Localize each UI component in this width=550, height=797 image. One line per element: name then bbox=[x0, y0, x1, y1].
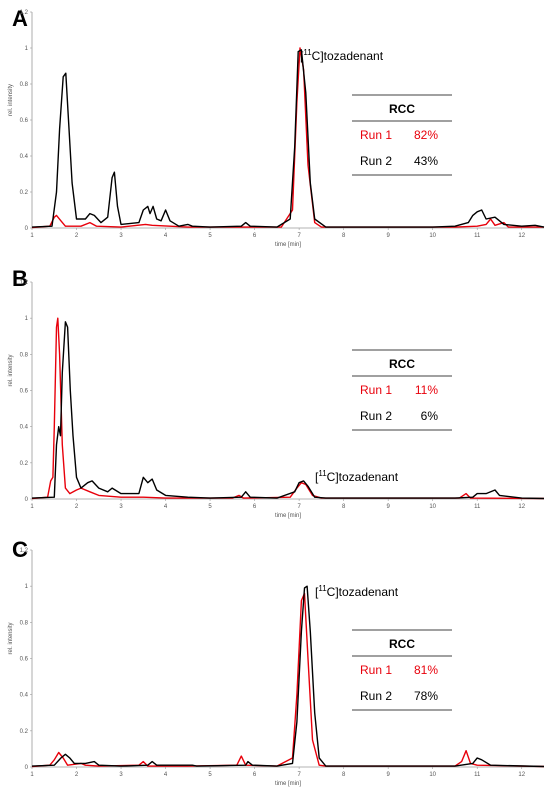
x-tick-label: 3 bbox=[119, 504, 123, 510]
x-tick-label: 3 bbox=[119, 772, 123, 778]
y-tick-label: 1 bbox=[25, 316, 29, 322]
x-tick-label: 2 bbox=[75, 504, 79, 510]
y-axis-label: rel. intensity bbox=[8, 354, 14, 386]
table-header: RCC bbox=[389, 357, 415, 371]
panel-letter-b: B bbox=[12, 266, 28, 291]
x-tick-label: 4 bbox=[164, 504, 168, 510]
table-row-value: 82% bbox=[414, 128, 438, 142]
series-line-run-1 bbox=[31, 592, 545, 768]
table-header: RCC bbox=[389, 637, 415, 651]
x-tick-label: 1 bbox=[30, 772, 34, 778]
panel-letter-c: C bbox=[12, 537, 28, 562]
table-row-value: 11% bbox=[415, 383, 438, 397]
y-tick-label: 0.2 bbox=[20, 729, 29, 735]
y-tick-label: 0.6 bbox=[20, 657, 29, 663]
table-row-label: Run 1 bbox=[360, 128, 392, 142]
series-line-run-2 bbox=[31, 585, 545, 768]
x-axis-label: time [min] bbox=[275, 513, 301, 519]
x-tick-label: 8 bbox=[342, 504, 346, 510]
y-tick-label: 0 bbox=[25, 226, 29, 232]
y-tick-label: 1.2 bbox=[20, 10, 29, 16]
table-row-value: 81% bbox=[414, 663, 438, 677]
x-tick-label: 11 bbox=[474, 233, 481, 239]
y-tick-label: 0 bbox=[25, 765, 29, 771]
y-tick-label: 0.4 bbox=[20, 425, 29, 431]
y-tick-label: 1 bbox=[25, 46, 29, 52]
y-tick-label: 0.4 bbox=[20, 154, 29, 160]
x-tick-label: 5 bbox=[208, 504, 212, 510]
x-axis-label: time [min] bbox=[275, 242, 301, 248]
x-tick-label: 9 bbox=[387, 233, 391, 239]
x-tick-label: 8 bbox=[342, 233, 346, 239]
x-tick-label: 10 bbox=[429, 233, 436, 239]
series-line-run-1 bbox=[31, 47, 544, 229]
x-tick-label: 9 bbox=[387, 772, 391, 778]
table-row-label: Run 2 bbox=[360, 154, 392, 168]
peak-annotation: [11C]tozadenant bbox=[300, 48, 384, 63]
x-tick-label: 11 bbox=[474, 504, 481, 510]
x-tick-label: 5 bbox=[208, 233, 212, 239]
y-tick-label: 0.6 bbox=[20, 118, 29, 124]
y-tick-label: 1 bbox=[25, 584, 29, 590]
rcc-table: RCC Run 1 11% Run 2 6% bbox=[352, 349, 452, 431]
x-tick-label: 3 bbox=[119, 233, 123, 239]
y-tick-label: 0.8 bbox=[20, 620, 29, 626]
x-tick-label: 10 bbox=[429, 772, 436, 778]
x-tick-label: 12 bbox=[518, 772, 525, 778]
x-tick-label: 9 bbox=[387, 504, 391, 510]
y-tick-label: 1.2 bbox=[20, 280, 29, 286]
y-tick-label: 1.2 bbox=[20, 548, 29, 554]
x-tick-label: 6 bbox=[253, 504, 257, 510]
y-tick-label: 0.6 bbox=[20, 389, 29, 395]
y-axis-label: rel. intensity bbox=[8, 622, 14, 654]
x-tick-label: 7 bbox=[297, 233, 301, 239]
rcc-table: RCC Run 1 82% Run 2 43% bbox=[352, 94, 452, 176]
table-row-value: 78% bbox=[414, 689, 438, 703]
panel-letter-a: A bbox=[12, 6, 28, 31]
x-tick-label: 11 bbox=[474, 772, 481, 778]
x-tick-label: 6 bbox=[253, 772, 257, 778]
x-tick-label: 1 bbox=[30, 504, 34, 510]
x-axis-label: time [min] bbox=[275, 781, 301, 787]
series-line-run-2 bbox=[31, 321, 545, 500]
x-tick-label: 12 bbox=[518, 233, 525, 239]
rcc-table: RCC Run 1 81% Run 2 78% bbox=[352, 629, 452, 711]
x-tick-label: 7 bbox=[297, 772, 301, 778]
x-tick-label: 4 bbox=[164, 772, 168, 778]
table-row-label: Run 1 bbox=[360, 663, 392, 677]
x-tick-label: 4 bbox=[164, 233, 168, 239]
table-row-label: Run 1 bbox=[360, 383, 392, 397]
table-row-value: 6% bbox=[421, 409, 439, 423]
peak-annotation: [11C]tozadenant bbox=[315, 584, 399, 599]
y-tick-label: 0.8 bbox=[20, 82, 29, 88]
y-tick-label: 0.2 bbox=[20, 190, 29, 196]
series-line-run-2 bbox=[31, 49, 545, 228]
y-tick-label: 0 bbox=[25, 497, 29, 503]
x-tick-label: 2 bbox=[75, 233, 79, 239]
x-tick-label: 1 bbox=[30, 233, 34, 239]
x-tick-label: 12 bbox=[518, 504, 525, 510]
y-tick-label: 0.4 bbox=[20, 693, 29, 699]
series-line-run-1 bbox=[31, 317, 545, 500]
x-tick-label: 8 bbox=[342, 772, 346, 778]
x-tick-label: 5 bbox=[208, 772, 212, 778]
y-tick-label: 0.8 bbox=[20, 352, 29, 358]
table-row-value: 43% bbox=[414, 154, 438, 168]
peak-annotation: [11C]tozadenant bbox=[315, 469, 399, 484]
table-row-label: Run 2 bbox=[360, 689, 392, 703]
x-tick-label: 2 bbox=[75, 772, 79, 778]
x-tick-label: 7 bbox=[297, 504, 301, 510]
table-header: RCC bbox=[389, 102, 415, 116]
y-axis-label: rel. intensity bbox=[8, 84, 14, 116]
y-tick-label: 0.2 bbox=[20, 461, 29, 467]
table-row-label: Run 2 bbox=[360, 409, 392, 423]
x-tick-label: 10 bbox=[429, 504, 436, 510]
x-tick-label: 6 bbox=[253, 233, 257, 239]
